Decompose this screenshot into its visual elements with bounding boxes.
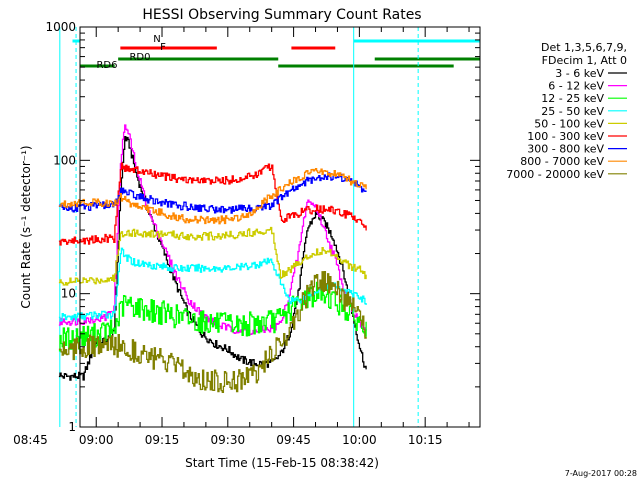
series-line-6 [58,162,367,246]
chart-title: HESSI Observing Summary Count Rates [142,7,421,23]
x-axis-label: Start Time (15-Feb-15 08:38:42) [185,456,379,470]
series-line-7 [58,172,367,214]
y-axis: 1 10 100 1000 [45,20,480,434]
legend-entry-label: 300 - 800 keV [527,143,604,156]
legend: Det 1,3,5,6,7,9,FDecim 1, Att 03 - 6 keV… [506,41,627,181]
flag-label-rd0: RD0 [129,52,150,63]
y-tick-label: 10 [61,287,76,301]
y-tick-label: 1 [68,420,76,434]
series-line-4 [58,247,367,322]
legend-header-line-2: FDecim 1, Att 0 [542,54,627,67]
x-tick-label: 09:15 [145,433,180,447]
legend-entry-label: 800 - 7000 keV [520,155,604,168]
legend-entry-label: 3 - 6 keV [555,67,604,80]
x-tick-label: 08:45 [13,433,48,447]
legend-entry-label: 100 - 300 keV [527,130,604,143]
cyan-vertical-lines [59,27,419,427]
flag-label-n: N [153,34,160,45]
x-tick-label: 09:45 [276,433,311,447]
series-line-8 [58,167,367,225]
series-line-5 [58,226,367,286]
legend-entry-label: 25 - 50 keV [541,105,604,118]
plot-frame [79,26,481,428]
series-lines [58,124,367,394]
series-line-9 [58,270,367,394]
flag-bars: NF RD0 RD6 [72,34,480,71]
x-tick-label: 09:30 [211,433,246,447]
x-tick-label: 10:00 [342,433,377,447]
x-tick-label: 09:00 [79,433,114,447]
x-axis: 08:45 09:00 09:15 09:30 09:45 10:00 10:15 [13,27,470,447]
legend-entry-label: 6 - 12 keV [548,80,604,93]
legend-entry-label: 12 - 25 keV [541,92,604,105]
x-tick-label: 10:15 [408,433,443,447]
legend-entry-label: 50 - 100 keV [534,117,604,130]
y-tick-label: 1000 [45,20,76,34]
flag-label-rd6: RD6 [96,60,117,71]
series-line-3 [58,281,367,352]
y-axis-label: Count Rate (s⁻¹ detector⁻¹) [19,145,33,308]
date-stamp: 7-Aug-2017 00:28 [565,469,637,478]
series-line-2 [58,124,367,336]
flag-label-f: F [160,42,166,53]
legend-header-line-1: Det 1,3,5,6,7,9, [541,41,627,54]
legend-entry-label: 7000 - 20000 keV [506,168,604,181]
y-tick-label: 100 [53,153,76,167]
